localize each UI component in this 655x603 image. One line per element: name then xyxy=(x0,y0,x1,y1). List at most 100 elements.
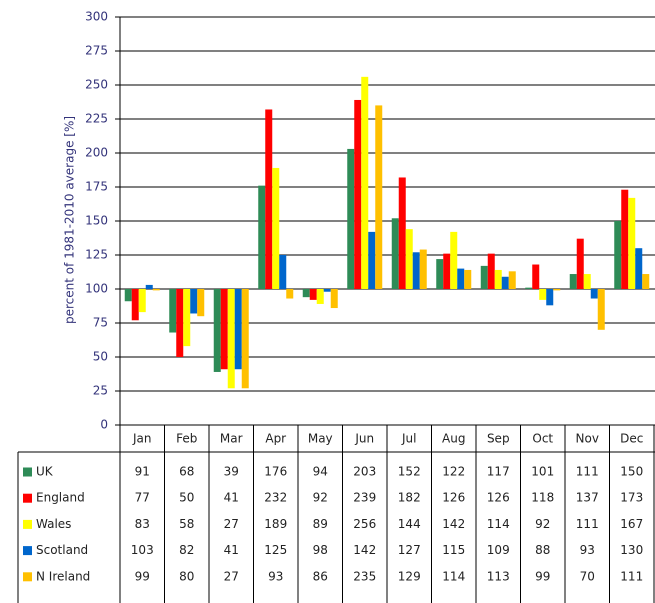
bar xyxy=(234,289,242,370)
table-cell: 114 xyxy=(487,517,510,531)
table-cell: 256 xyxy=(353,517,376,531)
bar xyxy=(323,289,331,292)
legend-swatch xyxy=(23,519,32,529)
table-cell: 109 xyxy=(487,543,510,557)
bar xyxy=(124,289,132,302)
y-tick-label: 125 xyxy=(85,248,108,262)
table-cell: 232 xyxy=(264,491,287,505)
bar xyxy=(265,109,273,289)
table-cell: 111 xyxy=(620,569,643,583)
table-cell: 129 xyxy=(398,569,421,583)
bar xyxy=(286,289,294,299)
bar xyxy=(152,289,160,291)
table-cell: 118 xyxy=(531,491,554,505)
bar xyxy=(169,289,177,333)
bar xyxy=(569,274,577,289)
bar xyxy=(272,167,280,289)
bar xyxy=(583,274,591,289)
legend-label: Scotland xyxy=(36,543,88,557)
bar xyxy=(443,253,451,289)
bar xyxy=(183,289,191,347)
bar xyxy=(354,99,362,290)
table-cell: 137 xyxy=(576,491,599,505)
table-cell: 82 xyxy=(179,543,194,557)
table-cell: 130 xyxy=(620,543,643,557)
table-cell: 92 xyxy=(313,491,328,505)
y-tick-label: 25 xyxy=(93,384,108,398)
bar xyxy=(487,253,495,289)
bar xyxy=(330,289,338,309)
legend-label: N Ireland xyxy=(36,569,90,583)
table-cell: 173 xyxy=(620,491,643,505)
table-cell: 93 xyxy=(580,543,595,557)
table-cell: 117 xyxy=(487,465,510,479)
bar xyxy=(480,265,488,289)
table-cell: 101 xyxy=(531,465,554,479)
bar xyxy=(525,287,533,289)
bar xyxy=(197,289,205,317)
table-cell: 182 xyxy=(398,491,421,505)
y-tick-label: 300 xyxy=(85,10,108,24)
bar xyxy=(539,289,547,300)
table-cell: 144 xyxy=(398,517,421,531)
table-cell: 189 xyxy=(264,517,287,531)
x-tick-label: Dec xyxy=(620,432,643,446)
bar xyxy=(457,268,465,289)
table-cell: 70 xyxy=(580,569,595,583)
bar xyxy=(302,289,310,298)
table-cell: 41 xyxy=(224,543,239,557)
table-cell: 122 xyxy=(442,465,465,479)
table-cell: 142 xyxy=(353,543,376,557)
bar xyxy=(176,289,184,357)
bar xyxy=(405,229,413,289)
y-tick-label: 150 xyxy=(85,214,108,228)
table-cell: 150 xyxy=(620,465,643,479)
y-tick-label: 100 xyxy=(85,282,108,296)
y-tick-label: 175 xyxy=(85,180,108,194)
y-tick-label: 50 xyxy=(93,350,108,364)
bar xyxy=(138,289,146,313)
table-cell: 41 xyxy=(224,491,239,505)
bar xyxy=(131,289,139,321)
bar xyxy=(464,269,472,289)
table-cell: 176 xyxy=(264,465,287,479)
table-cell: 98 xyxy=(313,543,328,557)
bar xyxy=(621,189,629,289)
y-tick-label: 0 xyxy=(100,418,108,432)
table-cell: 99 xyxy=(135,569,150,583)
table-cell: 39 xyxy=(224,465,239,479)
table-cell: 91 xyxy=(135,465,150,479)
table-cell: 27 xyxy=(224,517,239,531)
table-cell: 80 xyxy=(179,569,194,583)
legend-swatch xyxy=(23,546,32,556)
bar xyxy=(508,271,516,289)
x-tick-label: May xyxy=(308,432,333,446)
table-cell: 103 xyxy=(131,543,154,557)
bar xyxy=(258,185,266,289)
x-tick-label: Aug xyxy=(442,432,465,446)
bar xyxy=(398,177,406,289)
legend-swatch xyxy=(23,467,32,477)
table-cell: 92 xyxy=(535,517,550,531)
table-cell: 99 xyxy=(535,569,550,583)
table-cell: 86 xyxy=(313,569,328,583)
legend-label: UK xyxy=(36,465,54,479)
bar xyxy=(316,289,324,304)
table-cell: 68 xyxy=(179,465,194,479)
x-tick-label: Jul xyxy=(401,432,416,446)
table-cell: 114 xyxy=(442,569,465,583)
bar xyxy=(375,105,383,290)
bar xyxy=(309,289,317,300)
table-cell: 203 xyxy=(353,465,376,479)
bar xyxy=(576,238,584,289)
y-tick-label: 200 xyxy=(85,146,108,160)
bar xyxy=(614,221,622,289)
table-cell: 127 xyxy=(398,543,421,557)
bar xyxy=(642,274,650,289)
bar xyxy=(368,231,376,289)
x-tick-label: Nov xyxy=(576,432,599,446)
bar xyxy=(412,252,420,289)
x-tick-label: Sep xyxy=(487,432,510,446)
bar xyxy=(436,259,444,289)
